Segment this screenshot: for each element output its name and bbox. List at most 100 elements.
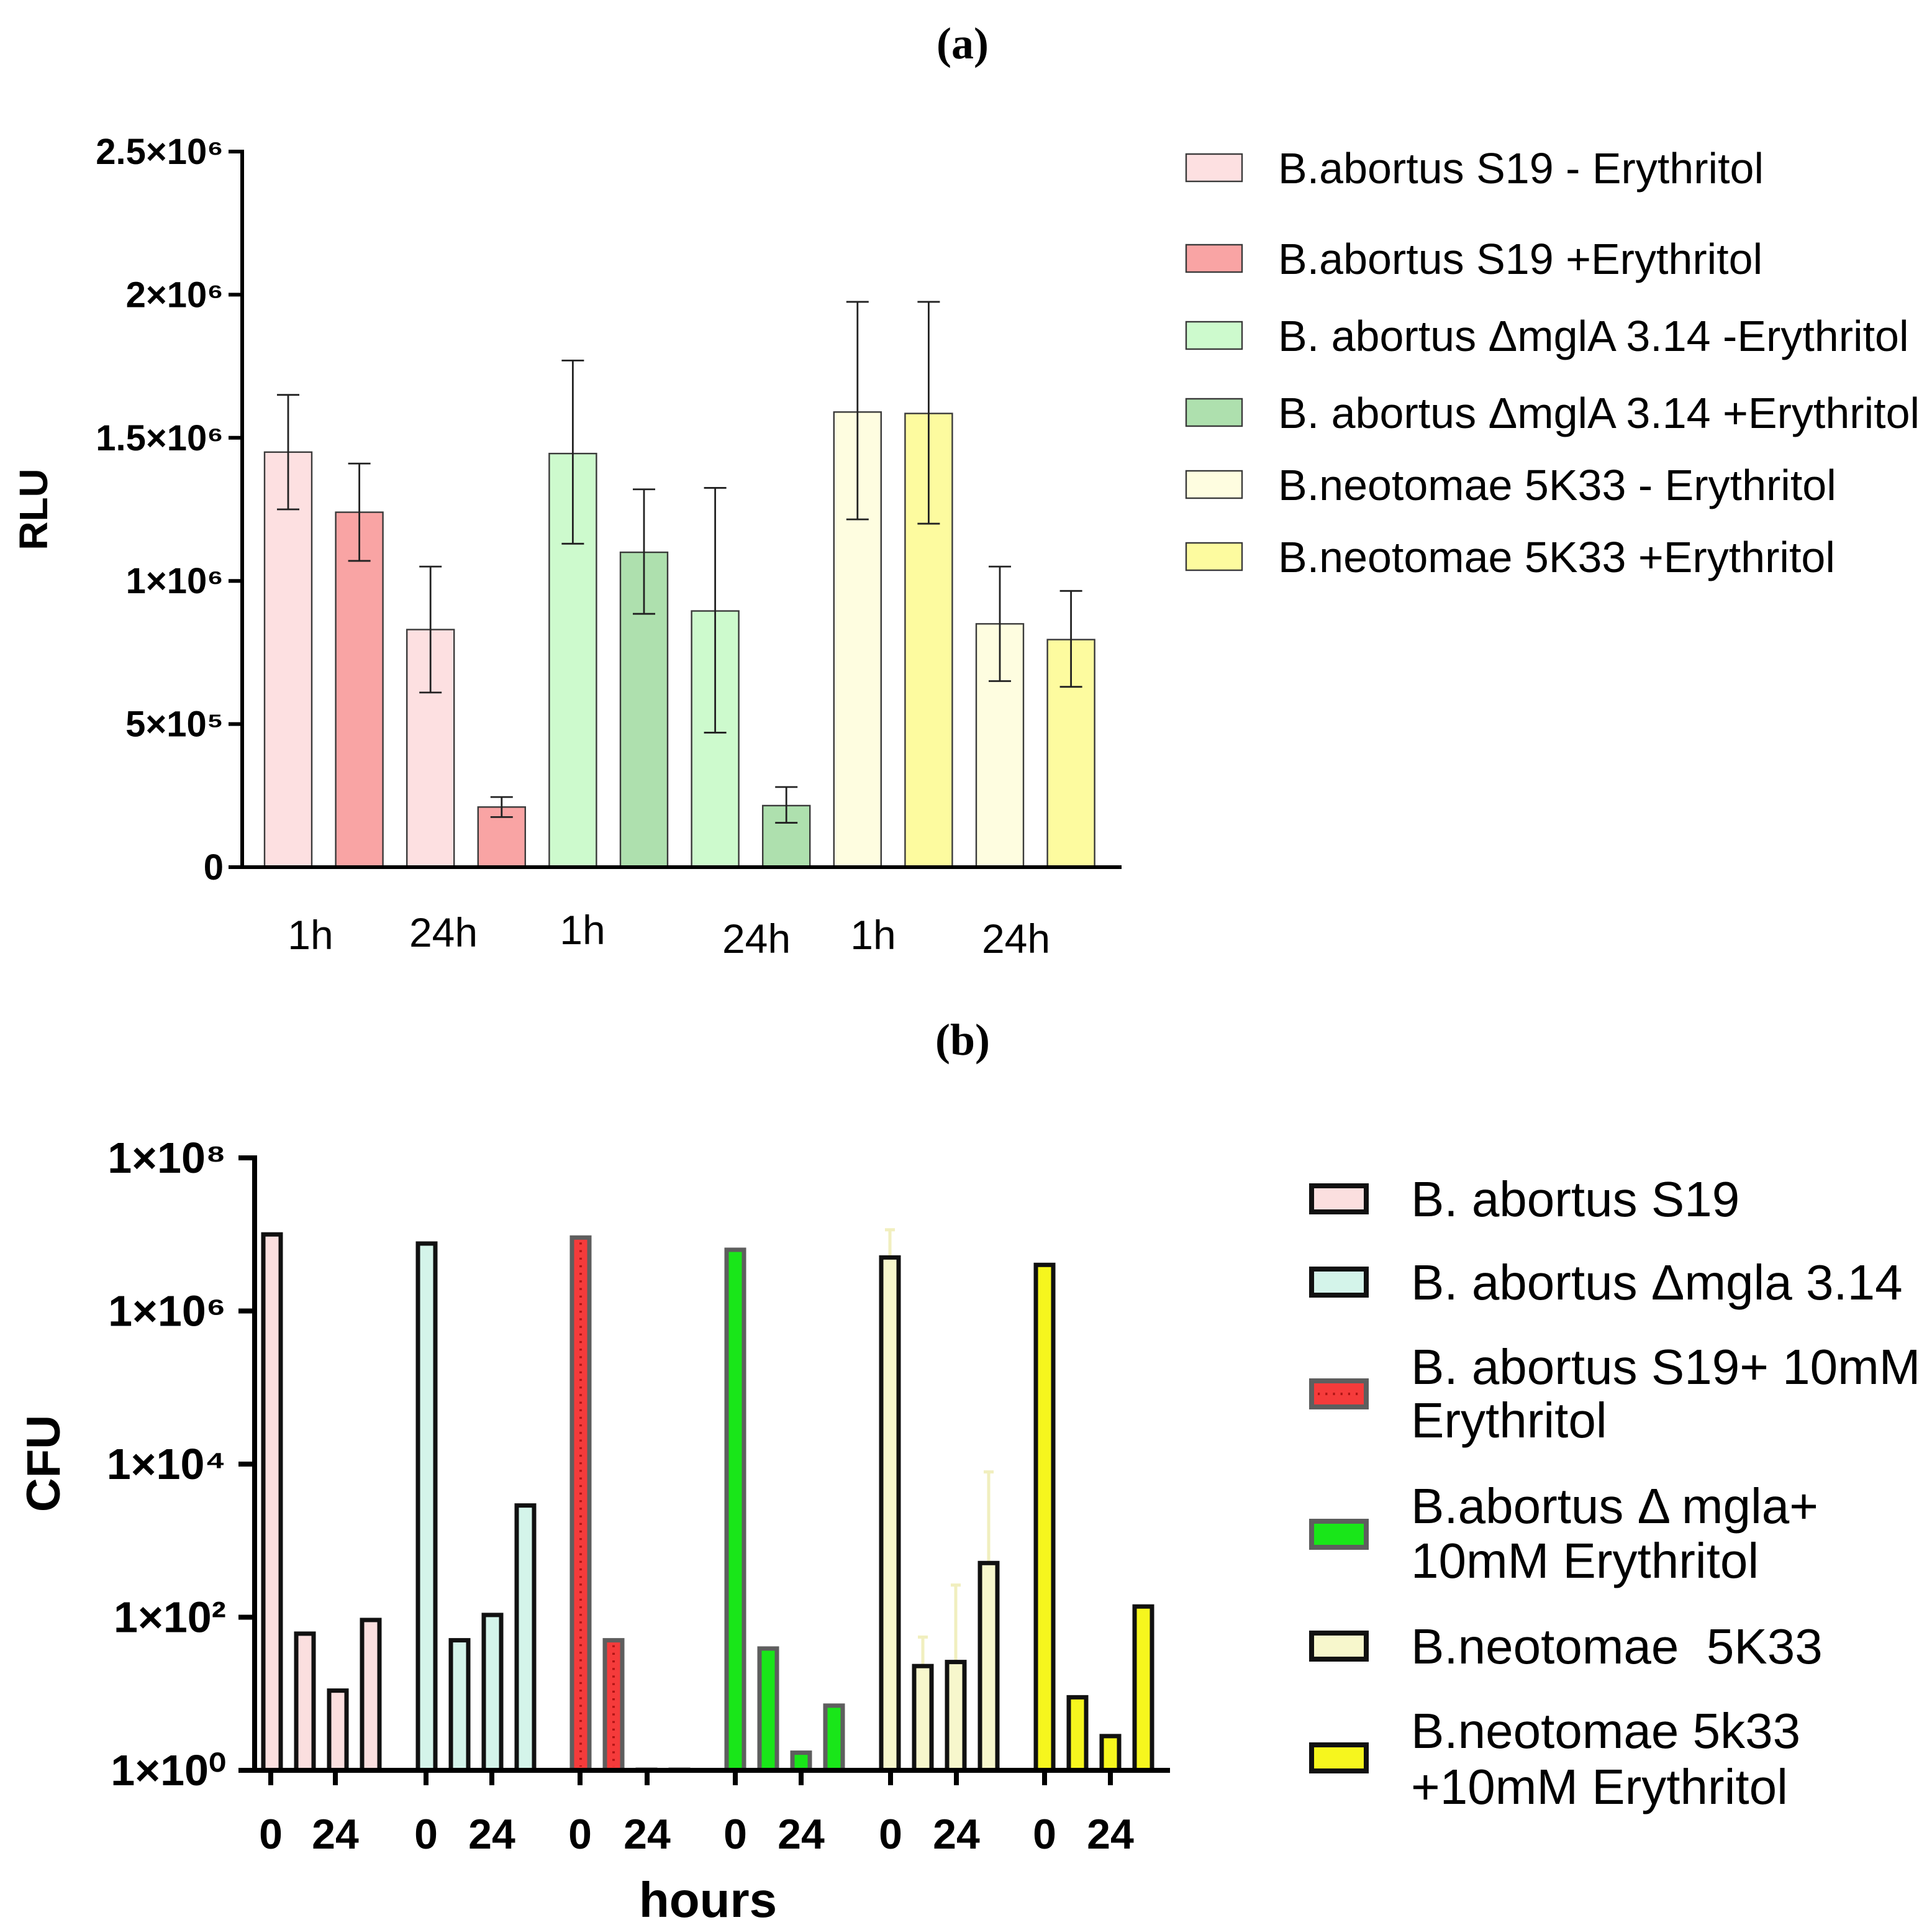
legend-item-a-4: B. abortus ΔmglA 3.14 +Erythritol bbox=[1185, 389, 1920, 437]
x-tick-label-b: 0 bbox=[723, 1811, 747, 1858]
x-tick-label-b: 24 bbox=[933, 1811, 980, 1858]
legend-label: 10mM Erythritol bbox=[1411, 1533, 1759, 1588]
bar-a-series-1-time-1 bbox=[263, 451, 313, 868]
bar-b-series-1-point-1 bbox=[261, 1232, 283, 1773]
legend-label: B.neotomae 5K33 bbox=[1411, 1619, 1823, 1674]
bar-b-series-6-point-1 bbox=[1033, 1262, 1056, 1773]
x-tick-label-a: 24h bbox=[722, 916, 791, 962]
bar-b-series-3-point-1 bbox=[569, 1235, 592, 1773]
bar-b-series-1-point-4 bbox=[360, 1618, 382, 1773]
bar-b-series-3-point-2 bbox=[602, 1638, 625, 1773]
y-tick-label-b: 1×10⁰ bbox=[111, 1746, 226, 1795]
error-bar-b-series-5-point-4 bbox=[984, 1470, 994, 1563]
x-tick-label-b: 24 bbox=[468, 1811, 515, 1858]
x-tick-label-b: 0 bbox=[259, 1811, 283, 1858]
error-bar-a-series-3-time-1 bbox=[561, 359, 584, 545]
y-axis-title-a: RLU bbox=[11, 468, 56, 550]
bar-b-series-2-point-4 bbox=[514, 1503, 537, 1773]
legend-label: B. abortus S19+ 10mM bbox=[1411, 1339, 1920, 1395]
bar-b-series-2-point-3 bbox=[481, 1613, 504, 1773]
bar-b-series-6-point-4 bbox=[1132, 1604, 1154, 1773]
legend-swatch bbox=[1309, 1742, 1369, 1773]
y-tick-label-a: 1.5×10⁶ bbox=[96, 418, 224, 458]
bar-b-series-1-point-2 bbox=[294, 1631, 316, 1773]
legend-swatch bbox=[1185, 243, 1243, 273]
legend-item-b-1: B. abortus S19 bbox=[1309, 1172, 1739, 1227]
legend-swatch bbox=[1185, 470, 1243, 499]
y-axis-title-b: CFU bbox=[17, 1415, 70, 1512]
legend-label: B.neotomae 5k33 bbox=[1411, 1703, 1800, 1759]
x-tick-label-b: 24 bbox=[1087, 1811, 1134, 1858]
legend-label: B. abortus Δmgla 3.14 bbox=[1411, 1255, 1903, 1310]
bar-a-series-2-time-1 bbox=[335, 511, 384, 868]
error-bar-a-series-1-time-2 bbox=[419, 565, 442, 694]
bar-b-series-5-point-1 bbox=[879, 1255, 901, 1773]
error-bar-a-series-6-time-1 bbox=[917, 301, 940, 525]
legend-item-a-3: B. abortus ΔmglA 3.14 -Erythritol bbox=[1185, 312, 1909, 360]
legend-item-a-5: B.neotomae 5K33 - Erythritol bbox=[1185, 461, 1836, 509]
error-bar-a-series-6-time-2 bbox=[1059, 589, 1082, 688]
y-tick-label-a: 1×10⁶ bbox=[126, 561, 224, 601]
bar-b-series-4-point-1 bbox=[724, 1247, 746, 1773]
legend-label: B. abortus ΔmglA 3.14 -Erythritol bbox=[1278, 312, 1909, 360]
error-bar-a-series-4-time-1 bbox=[633, 488, 655, 615]
x-tick-label-b: 24 bbox=[778, 1811, 825, 1858]
x-tick-label-a: 24h bbox=[409, 909, 478, 955]
error-bar-a-series-1-time-1 bbox=[277, 394, 299, 511]
legend-item-a-6: B.neotomae 5K33 +Erythritol bbox=[1185, 533, 1835, 581]
panel-a: (a) 0 5×10⁵ 1×10⁶ 1.5×10⁶ 2×10⁶ 2.5×10⁶ 1h 24h 1h… bbox=[11, 19, 1920, 962]
legend-label: +10mM Erythritol bbox=[1411, 1759, 1788, 1814]
legend-swatch bbox=[1185, 153, 1243, 183]
legend-label: B.neotomae 5K33 - Erythritol bbox=[1278, 461, 1836, 509]
x-tick-label-a: 1h bbox=[560, 907, 605, 953]
legend-label: B.abortus S19 - Erythritol bbox=[1278, 144, 1764, 193]
x-tick-label-a: 1h bbox=[850, 912, 896, 958]
x-tick-label-a: 24h bbox=[982, 916, 1050, 962]
legend-item-a-2: B.abortus S19 +Erythritol bbox=[1185, 235, 1762, 283]
panel-a-title: (a) bbox=[937, 19, 989, 68]
legend-label: B. abortus ΔmglA 3.14 +Erythritol bbox=[1278, 389, 1920, 437]
legend-label: B. abortus S19 bbox=[1411, 1172, 1739, 1227]
error-bar-b-series-5-point-2 bbox=[918, 1636, 928, 1667]
y-tick-label-a: 2.5×10⁶ bbox=[96, 132, 224, 172]
legend-item-b-2: B. abortus Δmgla 3.14 bbox=[1309, 1255, 1903, 1310]
legend-swatch bbox=[1185, 398, 1243, 427]
y-tick-label-b: 1×10⁶ bbox=[108, 1287, 226, 1336]
y-tick-label-b: 1×10⁸ bbox=[107, 1134, 226, 1182]
error-bar-a-series-2-time-1 bbox=[348, 462, 371, 562]
y-tick-label-b: 1×10² bbox=[114, 1593, 226, 1642]
x-tick-label-b: 24 bbox=[624, 1811, 671, 1858]
panel-b-title: (b) bbox=[935, 1015, 990, 1065]
legend-swatch bbox=[1185, 321, 1243, 350]
bar-b-series-2-point-2 bbox=[448, 1638, 471, 1773]
error-bar-a-series-5-time-1 bbox=[846, 301, 869, 521]
legend-label: B.abortus Δ mgla+ bbox=[1411, 1478, 1818, 1534]
y-tick-label-a: 5×10⁵ bbox=[125, 704, 224, 745]
legend-swatch bbox=[1309, 1267, 1369, 1298]
bar-b-series-4-point-2 bbox=[757, 1646, 779, 1773]
error-bar-b-series-5-point-3 bbox=[951, 1583, 961, 1662]
x-tick-label-b: 0 bbox=[414, 1811, 438, 1858]
x-tick-label-a: 1h bbox=[288, 912, 333, 958]
bar-b-series-2-point-1 bbox=[415, 1241, 438, 1773]
y-tick-label-a: 0 bbox=[204, 847, 224, 888]
x-axis-title-b: hours bbox=[639, 1872, 777, 1925]
error-bar-a-series-4-time-2 bbox=[775, 786, 798, 824]
panel-b: (b) 1×10⁰ 1×10² 1×10⁴ 1×10⁶ 1×10⁸ 0 24 0 24 0 24 0 24… bbox=[17, 1015, 1920, 1925]
x-tick-label-b: 24 bbox=[312, 1811, 359, 1858]
y-tick-label-a: 2×10⁶ bbox=[126, 275, 224, 315]
bar-b-series-4-point-3 bbox=[790, 1750, 812, 1773]
error-bar-a-series-2-time-2 bbox=[490, 796, 513, 818]
bar-b-series-6-point-3 bbox=[1099, 1734, 1122, 1773]
y-tick-label-b: 1×10⁴ bbox=[107, 1440, 226, 1488]
legend-item-b-4: B.abortus Δ mgla+10mM Erythritol bbox=[1309, 1478, 1818, 1588]
x-tick-label-b: 0 bbox=[879, 1811, 902, 1858]
legend-swatch bbox=[1309, 1519, 1369, 1550]
error-bar-a-series-5-time-2 bbox=[989, 565, 1011, 682]
legend-swatch bbox=[1185, 542, 1243, 571]
legend-swatch bbox=[1309, 1631, 1369, 1662]
bar-b-series-4-point-4 bbox=[823, 1703, 845, 1773]
bar-b-series-6-point-2 bbox=[1066, 1695, 1089, 1773]
